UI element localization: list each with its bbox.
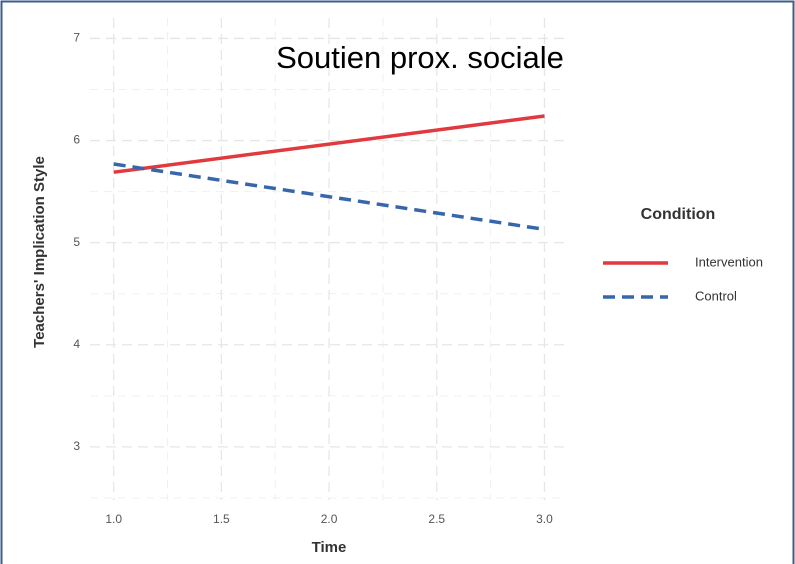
series-line: [113, 162, 545, 232]
x-tick-label: 3.0: [536, 512, 553, 526]
legend-title: Condition: [641, 206, 716, 223]
x-tick-label: 1.0: [105, 512, 122, 526]
marks: [113, 114, 545, 232]
y-tick-label: 4: [73, 337, 80, 351]
y-tick-label: 3: [73, 439, 80, 453]
legend: Intervention Control: [603, 254, 763, 303]
x-axis-label: Time: [312, 539, 347, 556]
chart-title: Soutien prox. sociale: [276, 40, 564, 75]
legend-label: Intervention: [695, 254, 763, 269]
y-tick-label: 5: [73, 235, 80, 249]
y-axis-label: Teachers' Implication Style: [31, 156, 48, 348]
grid: [90, 18, 566, 500]
x-tick-label: 2.0: [321, 512, 338, 526]
y-tick-label: 7: [73, 31, 80, 45]
y-tick-label: 6: [73, 133, 80, 147]
x-tick-label: 2.5: [428, 512, 445, 526]
x-tick-label: 1.5: [213, 512, 230, 526]
series-line: [113, 114, 545, 174]
legend-label: Control: [695, 288, 737, 303]
